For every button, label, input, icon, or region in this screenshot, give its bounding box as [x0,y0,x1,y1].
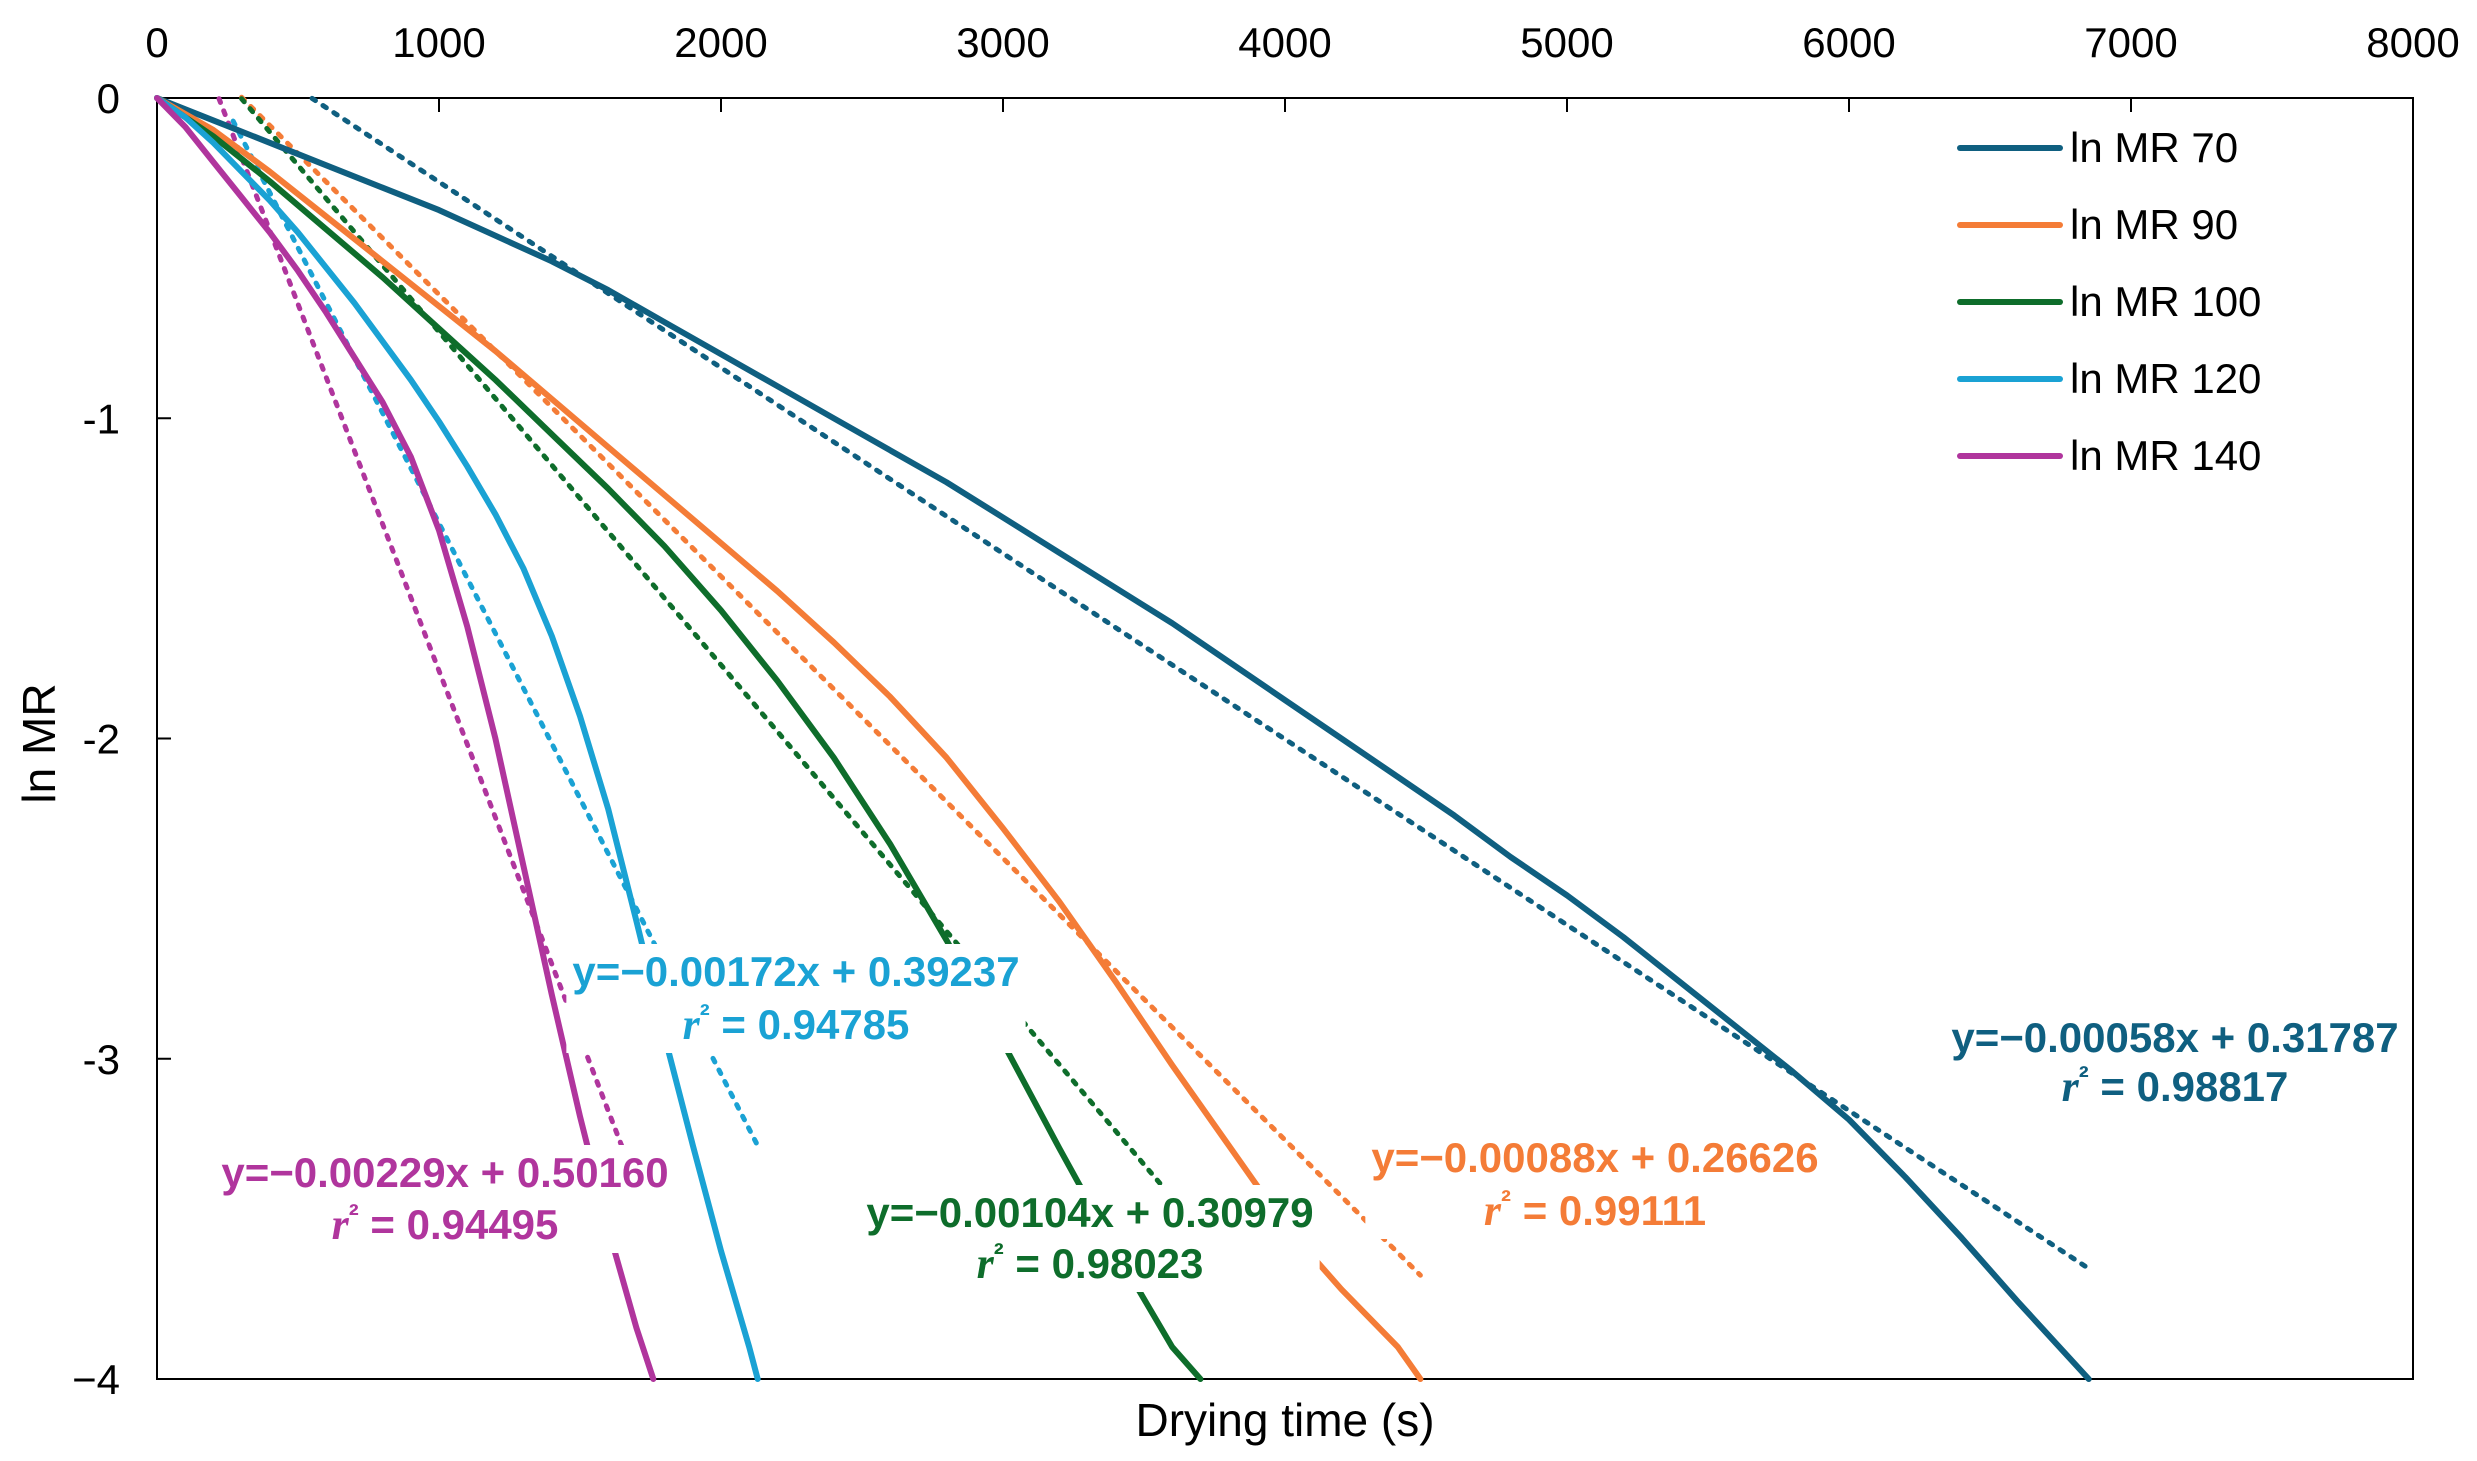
legend-item-4: ln MR 140 [1957,432,2261,479]
series-line-1 [154,95,1424,1382]
legend-item-2: ln MR 100 [1957,278,2261,325]
r2-text: r² = 0.94495 [332,1199,559,1249]
r2-symbol: r [2062,1062,2080,1111]
y-tick-label: -1 [83,395,120,442]
legend-label: ln MR 90 [2070,201,2238,248]
x-tick-label: 0 [145,19,168,66]
axes-layer: 0 1000 2000 3000 4000 5000 6000 7000 8000 0 -1 -2 -3… [72,19,2460,1403]
trendlines-layer [216,94,2092,1278]
x-tick-label: 3000 [956,19,1049,66]
r2-symbol: r [1484,1186,1502,1235]
trendline-1 [239,94,1423,1278]
r2-superscript: ² [2079,1061,2089,1094]
legend-item-1: ln MR 90 [1957,201,2238,248]
x-tick-label: 6000 [1802,19,1895,66]
x-tick-label: 8000 [2366,19,2459,66]
r2-text: r² = 0.94785 [683,999,910,1049]
legend-item-0: ln MR 70 [1957,124,2238,171]
equation-label-bg [566,944,1026,1053]
legend-item-3: ln MR 120 [1957,355,2261,402]
r2-superscript: ² [1501,1185,1511,1218]
equation-label-bg [860,1185,1320,1292]
equation-label-bg [1365,1130,1825,1239]
x-tick-label: 4000 [1238,19,1331,66]
r2-value: = 0.98817 [2089,1063,2289,1110]
y-tick-label: 0 [97,75,120,122]
legend-label: ln MR 100 [2070,278,2261,325]
r2-value: = 0.94785 [710,1001,910,1048]
r2-superscript: ² [349,1199,359,1232]
y-tick-label: −4 [72,1356,120,1403]
equation-label-bg [1945,1010,2405,1115]
r2-value: = 0.98023 [1004,1240,1204,1287]
series-line-2 [154,95,1204,1382]
x-tick-label: 5000 [1520,19,1613,66]
y-axis-title: ln MR [13,683,65,803]
x-tick-label: 2000 [674,19,767,66]
equation-text: y=−0.00104x + 0.30979 [866,1189,1313,1236]
x-axis-title: Drying time (s) [1135,1394,1434,1446]
y-tick-label: -3 [83,1036,120,1083]
r2-text: r² = 0.99111 [1484,1185,1706,1235]
r2-text: r² = 0.98817 [2062,1061,2289,1111]
legend-label: ln MR 140 [2070,432,2261,479]
equation-text: y=−0.00229x + 0.50160 [221,1149,668,1196]
equation-text: y=−0.00088x + 0.26626 [1371,1134,1818,1181]
legend-label: ln MR 70 [2070,124,2238,171]
series-layer [154,95,2092,1382]
y-tick-label: -2 [83,716,120,763]
equation-text: y=−0.00172x + 0.39237 [572,948,1019,995]
r2-symbol: r [683,1000,701,1049]
x-tick-label: 1000 [392,19,485,66]
x-tick-label: 7000 [2084,19,2177,66]
trendline-3 [230,118,761,1149]
r2-superscript: ² [700,999,710,1032]
legend: ln MR 70 ln MR 90 ln MR 100 ln MR 120 ln MR … [1957,124,2261,479]
r2-text: r² = 0.98023 [977,1238,1204,1288]
r2-superscript: ² [994,1238,1004,1271]
trendline-2 [239,96,1203,1234]
series-line-0 [154,95,2092,1382]
equation-label-bg [215,1145,675,1253]
legend-label: ln MR 120 [2070,355,2261,402]
r2-symbol: r [332,1200,350,1249]
r2-value: = 0.99111 [1511,1187,1706,1234]
r2-symbol: r [977,1239,995,1288]
series-line-3 [154,95,761,1382]
series-line-4 [154,95,657,1382]
equation-text: y=−0.00058x + 0.31787 [1951,1014,2398,1061]
r2-value: = 0.94495 [359,1201,559,1248]
